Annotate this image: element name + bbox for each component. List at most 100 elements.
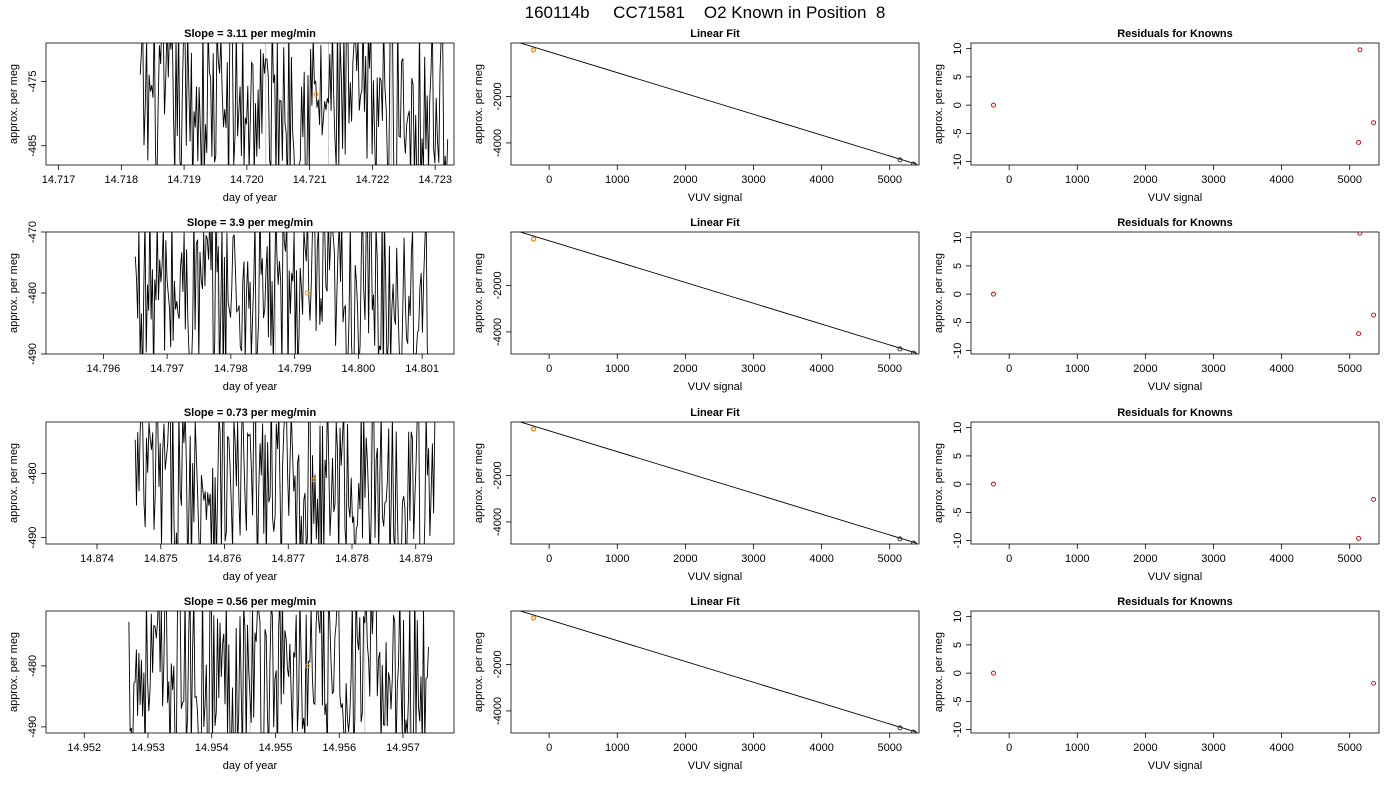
y-axis-label: approx. per meg — [8, 64, 20, 144]
fit-point — [897, 346, 903, 352]
x-tick-label: 5000 — [1337, 742, 1361, 754]
x-tick-label: 5000 — [1337, 553, 1361, 565]
known-point — [530, 615, 537, 621]
y-tick-label: -475 — [27, 71, 39, 93]
plot-frame — [510, 421, 920, 545]
fit-line — [518, 232, 918, 354]
x-tick-label: 4000 — [809, 174, 833, 186]
x-tick-label: 14.796 — [87, 363, 121, 375]
residuals-panel-row-1: Residuals for Knowns 0 1000 2000 3000 4000 500… — [933, 28, 1380, 204]
x-tick-label: 14.878 — [335, 553, 369, 565]
y-tick-label: -4000 — [492, 129, 504, 157]
x-tick-label: 1000 — [1065, 174, 1089, 186]
y-tick-label: 0 — [952, 102, 964, 108]
x-tick-label: 14.719 — [167, 174, 201, 186]
x-tick-label: 0 — [546, 742, 552, 754]
x-tick-label: 14.798 — [214, 363, 248, 375]
residual-point — [1371, 312, 1377, 318]
x-tick-label: 14.720 — [230, 174, 264, 186]
y-tick-label: -10 — [952, 154, 964, 170]
panel-title: Linear Fit — [690, 217, 740, 229]
plot-frame — [970, 231, 1380, 355]
panel-title: Residuals for Knowns — [1117, 596, 1233, 608]
y-axis-label: approx. per meg — [933, 253, 945, 333]
y-axis-label: approx. per meg — [8, 253, 20, 333]
residuals-panel-row-4: Residuals for Knowns 0 1000 2000 3000 4000 500… — [933, 596, 1380, 772]
x-tick-label: 14.723 — [418, 174, 452, 186]
plot-area — [991, 232, 1377, 337]
x-tick-label: 4000 — [809, 742, 833, 754]
y-tick-label: -10 — [952, 533, 964, 549]
x-tick-label: 0 — [1006, 363, 1012, 375]
x-tick-label: 14.876 — [208, 553, 242, 565]
x-tick-label: 1000 — [605, 363, 629, 375]
fit-panel-row-2: Linear Fit 0 1000 2000 3000 4000 5000 -4000 -200… — [473, 217, 920, 393]
x-tick-label: 3000 — [1201, 553, 1225, 565]
plot-frame — [45, 421, 455, 545]
x-tick-label: 4000 — [1269, 363, 1293, 375]
y-axis-label: approx. per meg — [473, 632, 485, 712]
fit-point — [897, 725, 903, 731]
plot-area — [518, 611, 918, 733]
y-axis-label: approx. per meg — [473, 64, 485, 144]
known-point — [530, 47, 537, 53]
fit-panel-row-1: Linear Fit 0 1000 2000 3000 4000 5000 -4000 -200… — [473, 28, 920, 204]
residual-point — [991, 481, 996, 487]
x-tick-label: 1000 — [605, 174, 629, 186]
residual-point — [991, 291, 996, 297]
x-tick-label: 14.718 — [104, 174, 138, 186]
plot-area — [134, 232, 429, 354]
y-axis-label: approx. per meg — [933, 443, 945, 523]
plot-frame — [45, 42, 455, 166]
panel-title: Residuals for Knowns — [1117, 217, 1233, 229]
x-tick-label: 4000 — [1269, 742, 1293, 754]
y-tick-label: -480 — [27, 655, 39, 677]
residual-point — [1371, 120, 1377, 126]
y-axis-label: approx. per meg — [933, 64, 945, 144]
y-tick-label: 5 — [952, 642, 964, 648]
y-tick-label: -4000 — [492, 697, 504, 725]
y-tick-label: -2000 — [492, 82, 504, 110]
x-tick-label: 14.722 — [356, 174, 390, 186]
fit-panel-row-4: Linear Fit 0 1000 2000 3000 4000 5000 -4000 -200… — [473, 596, 920, 772]
y-axis-label: approx. per meg — [473, 443, 485, 523]
y-axis-label: approx. per meg — [8, 632, 20, 712]
residual-point — [991, 102, 996, 108]
x-axis-label: VUV signal — [1148, 760, 1202, 772]
x-tick-label: 3000 — [741, 174, 765, 186]
x-tick-label: 14.956 — [322, 742, 356, 754]
x-tick-label: 0 — [1006, 553, 1012, 565]
plot-area — [518, 422, 918, 544]
drift-panel-row-2: Slope = 3.9 per meg/min 14.796 14.797 14.79… — [8, 217, 455, 393]
x-tick-label: 4000 — [809, 553, 833, 565]
plot-frame — [45, 231, 455, 355]
y-tick-label: -5 — [952, 696, 964, 706]
x-tick-label: 2000 — [1133, 553, 1157, 565]
y-tick-label: 10 — [952, 422, 964, 434]
x-tick-label: 14.877 — [271, 553, 305, 565]
x-axis-label: VUV signal — [1148, 192, 1202, 204]
known-marker — [304, 290, 310, 296]
y-axis-label: approx. per meg — [473, 253, 485, 333]
y-tick-label: -480 — [27, 282, 39, 304]
y-axis-label: approx. per meg — [8, 443, 20, 523]
plot-area — [991, 481, 1377, 541]
y-tick-label: -485 — [27, 135, 39, 157]
plot-area — [991, 670, 1377, 686]
main-title: 160114b CC71581 O2 Known in Position 8 — [525, 3, 886, 22]
y-tick-label: -4000 — [492, 318, 504, 346]
fit-point — [911, 350, 917, 354]
x-tick-label: 5000 — [877, 742, 901, 754]
panel-title: Linear Fit — [690, 28, 740, 40]
x-axis-label: day of year — [223, 760, 278, 772]
fit-line — [518, 422, 918, 544]
residual-point — [1371, 680, 1377, 686]
plot-frame — [510, 231, 920, 355]
x-tick-label: 2000 — [1133, 742, 1157, 754]
y-tick-label: -2000 — [492, 271, 504, 299]
x-axis-label: day of year — [223, 381, 278, 393]
y-tick-label: -10 — [952, 722, 964, 738]
x-tick-label: 2000 — [1133, 174, 1157, 186]
x-tick-label: 5000 — [877, 174, 901, 186]
known-marker — [311, 477, 317, 483]
